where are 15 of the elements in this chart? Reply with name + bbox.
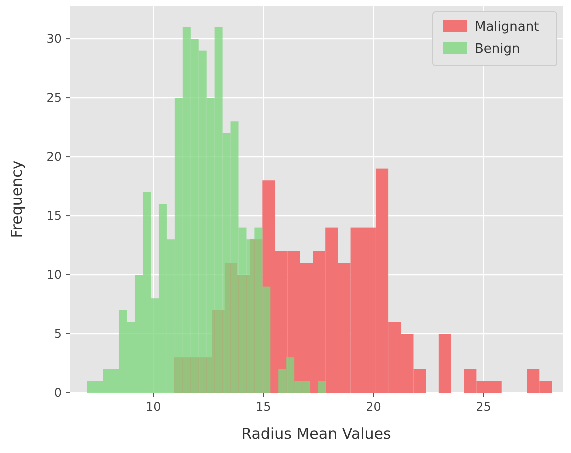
legend-label: Malignant — [475, 20, 540, 35]
y-tick-label: 0 — [54, 386, 62, 400]
x-axis-title: Radius Mean Values — [242, 425, 392, 443]
y-tick-label: 10 — [46, 268, 62, 282]
y-tick-label: 25 — [46, 91, 62, 106]
y-tick-label: 20 — [46, 150, 62, 164]
x-tick-label: 10 — [146, 400, 162, 414]
x-tick-label: 15 — [256, 400, 272, 414]
x-tick-label: 25 — [476, 400, 492, 414]
y-axis-title: Frequency — [8, 160, 26, 238]
y-tick-label: 5 — [54, 327, 62, 342]
y-tick-label: 30 — [46, 32, 62, 46]
y-tick-label: 15 — [46, 209, 62, 224]
legend-label: Benign — [475, 42, 520, 57]
x-tick-label: 20 — [366, 400, 382, 414]
